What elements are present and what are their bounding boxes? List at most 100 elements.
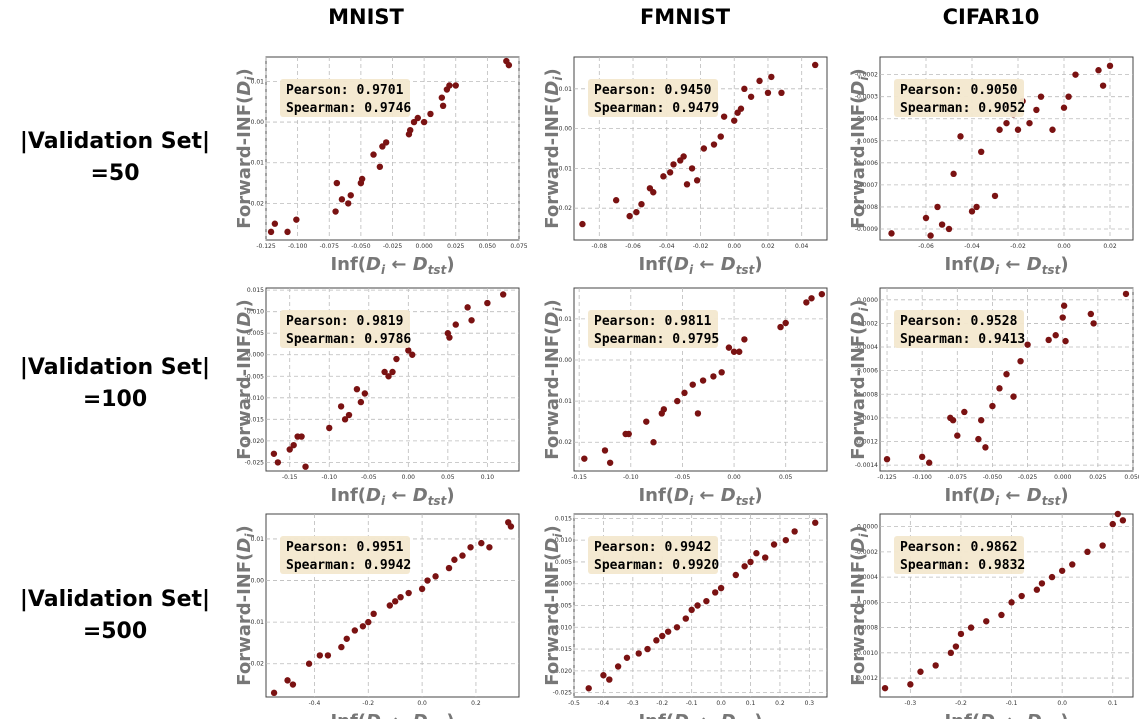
scatter-point (505, 61, 513, 69)
scatter-point (324, 652, 332, 659)
row-label-500-line2: =500 (83, 619, 147, 644)
scatter-point (918, 453, 926, 461)
correlation-annotation-box (588, 310, 718, 348)
y-tick-label: 0.010 (247, 309, 264, 316)
scatter-point (803, 299, 810, 306)
x-tick-label: -0.04 (659, 243, 675, 250)
y-tick-label: -0.01 (556, 398, 572, 405)
scatter-point (370, 151, 377, 158)
x-tick-label: 0.1 (746, 700, 756, 707)
correlation-annotation-box (894, 536, 1024, 574)
y-tick-label: 0.000 (247, 352, 264, 359)
scatter-point (623, 654, 631, 661)
x-tick-label: -0.050 (351, 243, 371, 250)
x-tick-label: 0.3 (805, 700, 815, 707)
scatter-point (741, 85, 748, 93)
scatter-point (753, 550, 760, 557)
scatter-point (370, 610, 377, 618)
y-tick-label: 0.00 (251, 119, 265, 126)
x-tick-label: 0.2 (471, 700, 481, 707)
correlation-annotation-box (280, 79, 410, 117)
scatter-point (982, 444, 989, 451)
y-tick-label: -0.0002 (855, 72, 878, 79)
scatter-point (1109, 520, 1116, 528)
x-axis-label: Inf(Di ← Dtst) (330, 254, 454, 277)
x-tick-label: -0.2 (955, 700, 967, 707)
scatter-point (694, 410, 702, 417)
y-tick-label: -0.0008 (855, 625, 878, 632)
x-tick-label: -0.04 (964, 243, 980, 250)
x-tick-label: -0.3 (627, 700, 639, 707)
scatter-point (338, 196, 346, 203)
scatter-point (666, 169, 674, 176)
y-tick-label: -0.010 (245, 395, 265, 402)
scatter-point (770, 541, 778, 548)
scatter-point (881, 684, 889, 692)
scatter-point (1090, 320, 1097, 327)
scatter-point (1008, 599, 1015, 606)
scatter-point (961, 408, 968, 416)
x-tick-label: 0.025 (1089, 474, 1106, 481)
scatter-point (316, 652, 324, 659)
x-tick-label: 0.1 (1108, 700, 1118, 707)
y-axis-label: Forward-INF(Di) (848, 525, 871, 685)
scatter-point (1099, 542, 1106, 549)
scatter-point (1099, 82, 1107, 89)
x-tick-label: 0.0 (1057, 700, 1067, 707)
scatter-point (681, 389, 688, 397)
y-tick-label: -0.0008 (855, 391, 878, 398)
scatter-point (700, 145, 708, 152)
scatter-point (376, 163, 384, 170)
y-tick-label: 0.0000 (857, 524, 878, 531)
scatter-point (764, 89, 772, 97)
x-tick-label: -0.4 (598, 700, 610, 707)
scatter-point (938, 221, 946, 228)
row-label-500-line1: |Validation Set| (20, 587, 210, 612)
scatter-panel-mnist-100: -0.15 -0.10 -0.05 0.00 0.05 0.10 0.015 0.010 0.0… (234, 287, 520, 508)
scatter-point (338, 643, 345, 651)
x-tick-label: -0.050 (983, 474, 1003, 481)
spearman-label: Spearman: 0.9942 (286, 558, 411, 573)
scatter-point (991, 192, 999, 200)
y-tick-label: -0.0002 (855, 320, 878, 327)
scatter-point (478, 539, 485, 547)
scatter-point (270, 450, 278, 457)
y-tick-label: 0.010 (555, 537, 572, 544)
scatter-point (446, 82, 453, 89)
scatter-point (271, 220, 279, 227)
scatter-point (717, 584, 725, 592)
scatter-point (643, 418, 650, 425)
x-tick-label: -0.05 (675, 474, 691, 481)
scatter-point (270, 689, 278, 697)
scatter-point (397, 593, 404, 601)
y-tick-label: -0.01 (556, 165, 572, 172)
scatter-point (341, 416, 349, 423)
x-tick-label: -0.02 (693, 243, 709, 250)
scatter-point (947, 649, 955, 657)
x-tick-label: 0.02 (1103, 243, 1117, 250)
scatter-point (883, 455, 891, 463)
scatter-point (741, 336, 748, 343)
scatter-point (782, 536, 790, 544)
scatter-point (1024, 341, 1031, 348)
scatter-point (1003, 119, 1010, 127)
x-tick-label: -0.125 (256, 243, 276, 250)
x-tick-label: -0.05 (361, 474, 377, 481)
scatter-point (934, 203, 941, 211)
scatter-point (486, 544, 493, 551)
x-axis-label: Inf(Di ← Dtst) (944, 711, 1068, 719)
x-tick-label: 0.050 (1124, 474, 1139, 481)
scatter-point (365, 618, 372, 626)
y-tick-label: 0.005 (247, 330, 264, 337)
scatter-point (811, 61, 819, 69)
scatter-point (600, 672, 607, 679)
scatter-point (1060, 104, 1068, 111)
scatter-point (710, 141, 718, 148)
scatter-point (468, 317, 475, 324)
scatter-point (737, 105, 745, 112)
column-title-mnist: MNIST (328, 5, 404, 29)
scatter-point (917, 668, 924, 675)
scatter-point (674, 397, 681, 405)
scatter-point (284, 677, 291, 684)
y-tick-label: -0.005 (245, 373, 265, 380)
